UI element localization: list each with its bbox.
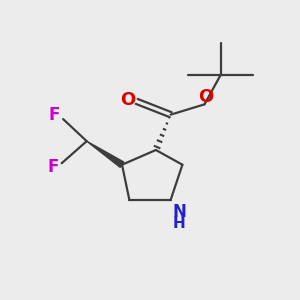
Polygon shape (87, 141, 124, 167)
Text: F: F (49, 106, 60, 124)
Text: H: H (173, 216, 186, 231)
Text: O: O (120, 91, 135, 109)
Text: O: O (198, 88, 214, 106)
Text: N: N (172, 203, 186, 221)
Text: F: F (47, 158, 58, 176)
